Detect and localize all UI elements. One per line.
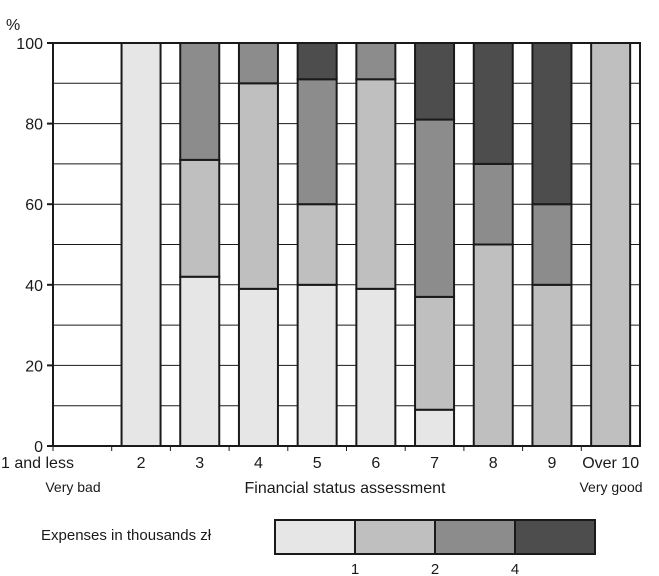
x-tick-labels: 1 and less 2 3 4 5 6 7 8 9 Over 10 [1, 455, 639, 472]
legend-boundary-label: 4 [511, 561, 519, 576]
bar-segment [472, 162, 514, 246]
bar-segment [355, 287, 397, 447]
bar-segment [590, 42, 632, 447]
x-tick-label: 7 [430, 455, 439, 472]
legend-boundary-label: 1 [351, 561, 359, 576]
bar-segment [531, 283, 573, 447]
y-axis-label: % [6, 17, 20, 34]
y-tick-label: 80 [25, 117, 43, 134]
legend-swatch [434, 519, 516, 555]
bar-segment [531, 203, 573, 286]
y-tick-label: 100 [16, 36, 43, 53]
legend: Expenses in thousands zł 1 2 4 [41, 519, 596, 576]
legend-title: Expenses in thousands zł [41, 527, 212, 544]
bar-segment [237, 82, 279, 290]
category-note-very-bad: Very bad [45, 479, 100, 495]
bar-segment [237, 287, 279, 447]
x-tick-label: 3 [195, 455, 204, 472]
bar-segment [296, 203, 338, 286]
x-tick-label: 8 [489, 455, 498, 472]
legend-boundary-label: 2 [431, 561, 439, 576]
bar-segment [237, 42, 279, 85]
bar-segment [120, 42, 162, 447]
x-tick-label: 9 [547, 455, 556, 472]
bar-segment [355, 42, 397, 81]
bar-segment [414, 42, 456, 121]
bar-segment [179, 275, 221, 447]
legend-swatch [514, 519, 596, 555]
bar-segment [296, 283, 338, 447]
y-tick-label: 0 [34, 439, 43, 456]
y-tick-labels: 0 20 40 60 80 100 [16, 36, 43, 456]
legend-boundary-labels: 1 2 4 [351, 561, 519, 576]
y-tick-label: 40 [25, 278, 43, 295]
bar-segment [296, 78, 338, 206]
category-note-very-good: Very good [579, 479, 642, 495]
y-tick-label: 60 [25, 197, 43, 214]
x-tick-label: 4 [254, 455, 263, 472]
x-tick-label: 1 and less [1, 455, 74, 472]
bars [120, 42, 632, 448]
legend-swatch [354, 519, 436, 555]
x-tick-label: 2 [137, 455, 146, 472]
bar-segment [472, 42, 514, 165]
bar-segment [472, 243, 514, 447]
bar-segment [355, 78, 397, 290]
bar-segment [179, 158, 221, 278]
x-tick-label: 5 [313, 455, 322, 472]
x-tick-label: 6 [371, 455, 380, 472]
bar-segment [414, 408, 456, 448]
bar-segment [414, 118, 456, 298]
bar-segment [414, 295, 456, 411]
legend-swatches [274, 519, 596, 555]
bar-segment [531, 42, 573, 206]
bar-segment [296, 42, 338, 81]
x-tick-label: Over 10 [582, 455, 639, 472]
legend-swatch [274, 519, 356, 555]
y-tick-label: 20 [25, 358, 43, 375]
x-axis-label: Financial status assessment [245, 480, 447, 497]
bar-segment [179, 42, 221, 161]
plot-frame [47, 42, 641, 451]
